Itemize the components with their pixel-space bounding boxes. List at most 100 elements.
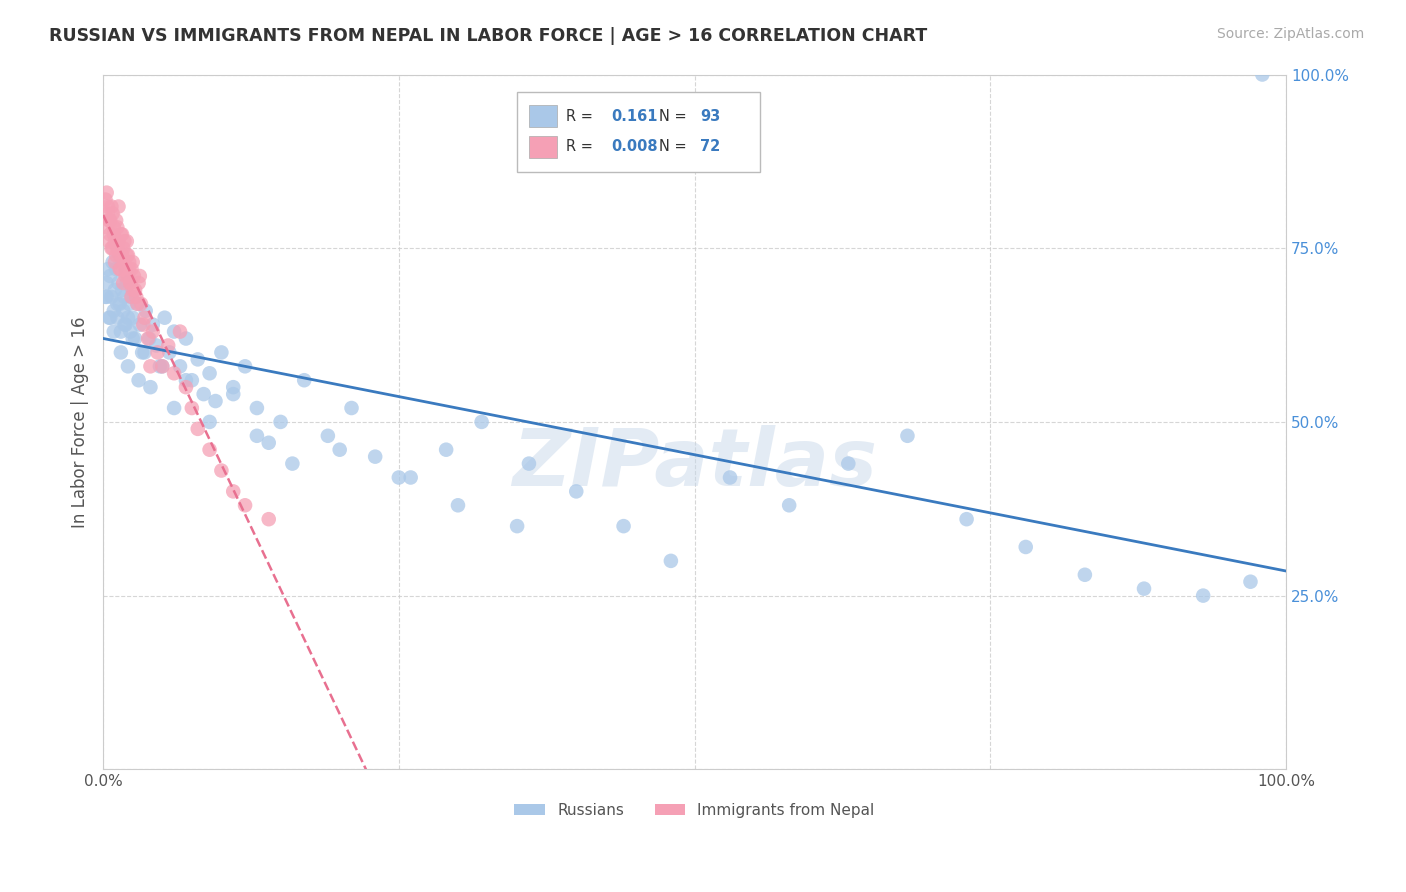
Point: [111, 283, 134, 297]
Point: [96, 290, 118, 304]
Point: [96, 220, 118, 235]
Point: [169, 325, 191, 339]
Y-axis label: In Labor Force | Age > 16: In Labor Force | Age > 16: [72, 316, 89, 528]
Point: [128, 276, 150, 290]
Point: [98, 213, 121, 227]
Point: [105, 241, 128, 255]
Point: [150, 359, 173, 374]
Text: N =: N =: [659, 139, 686, 154]
Point: [174, 332, 197, 346]
Point: [98, 310, 121, 325]
Point: [112, 290, 135, 304]
Point: [125, 290, 148, 304]
Point: [112, 241, 135, 255]
Point: [97, 200, 120, 214]
Point: [105, 310, 128, 325]
Point: [96, 186, 118, 200]
Point: [100, 241, 122, 255]
Text: R =: R =: [565, 109, 592, 124]
Point: [115, 248, 138, 262]
Point: [180, 401, 202, 415]
Point: [136, 332, 159, 346]
Point: [139, 359, 162, 374]
Point: [145, 338, 167, 352]
Point: [124, 332, 146, 346]
Point: [98, 268, 121, 283]
Point: [100, 200, 122, 214]
Point: [121, 290, 143, 304]
Point: [127, 297, 149, 311]
Point: [98, 234, 121, 248]
Point: [112, 255, 135, 269]
Point: [117, 268, 139, 283]
Point: [222, 484, 245, 499]
Point: [270, 415, 292, 429]
Point: [447, 498, 470, 512]
Point: [128, 318, 150, 332]
Text: 0.161: 0.161: [612, 109, 658, 124]
Point: [107, 200, 129, 214]
Point: [105, 297, 128, 311]
Point: [174, 373, 197, 387]
Point: [114, 268, 136, 283]
Point: [246, 429, 269, 443]
Point: [112, 303, 135, 318]
Point: [613, 519, 636, 533]
Point: [98, 227, 121, 242]
Point: [108, 248, 131, 262]
Point: [121, 262, 143, 277]
Point: [117, 248, 139, 262]
Point: [128, 268, 150, 283]
Point: [112, 234, 135, 248]
Point: [120, 276, 142, 290]
Point: [837, 457, 859, 471]
Point: [149, 359, 172, 374]
Point: [103, 303, 125, 318]
Point: [121, 332, 143, 346]
Point: [174, 380, 197, 394]
Point: [134, 310, 156, 325]
Point: [1015, 540, 1038, 554]
Point: [153, 310, 176, 325]
Point: [1239, 574, 1261, 589]
Point: [131, 345, 153, 359]
Text: 0.008: 0.008: [612, 139, 658, 154]
Point: [180, 373, 202, 387]
Point: [340, 401, 363, 415]
Point: [97, 206, 120, 220]
Point: [112, 318, 135, 332]
Point: [101, 255, 124, 269]
Point: [121, 290, 143, 304]
Point: [388, 470, 411, 484]
Text: 72: 72: [700, 139, 721, 154]
Point: [98, 213, 121, 227]
Legend: Russians, Immigrants from Nepal: Russians, Immigrants from Nepal: [509, 797, 880, 824]
Point: [105, 248, 128, 262]
Point: [198, 366, 221, 380]
Point: [108, 262, 131, 277]
Point: [105, 213, 128, 227]
Point: [142, 318, 165, 332]
Point: [222, 387, 245, 401]
Point: [94, 193, 117, 207]
Text: R =: R =: [565, 139, 592, 154]
Point: [117, 310, 139, 325]
Text: 93: 93: [700, 109, 721, 124]
Point: [103, 227, 125, 242]
Point: [163, 366, 186, 380]
Point: [101, 206, 124, 220]
Point: [198, 415, 221, 429]
Point: [129, 297, 152, 311]
Point: [118, 262, 141, 277]
Point: [121, 255, 143, 269]
Point: [124, 283, 146, 297]
Point: [163, 325, 186, 339]
Point: [121, 283, 143, 297]
Point: [246, 401, 269, 415]
Point: [104, 255, 127, 269]
Point: [565, 484, 588, 499]
Point: [292, 373, 315, 387]
Point: [118, 297, 141, 311]
Point: [120, 325, 142, 339]
Point: [115, 276, 138, 290]
